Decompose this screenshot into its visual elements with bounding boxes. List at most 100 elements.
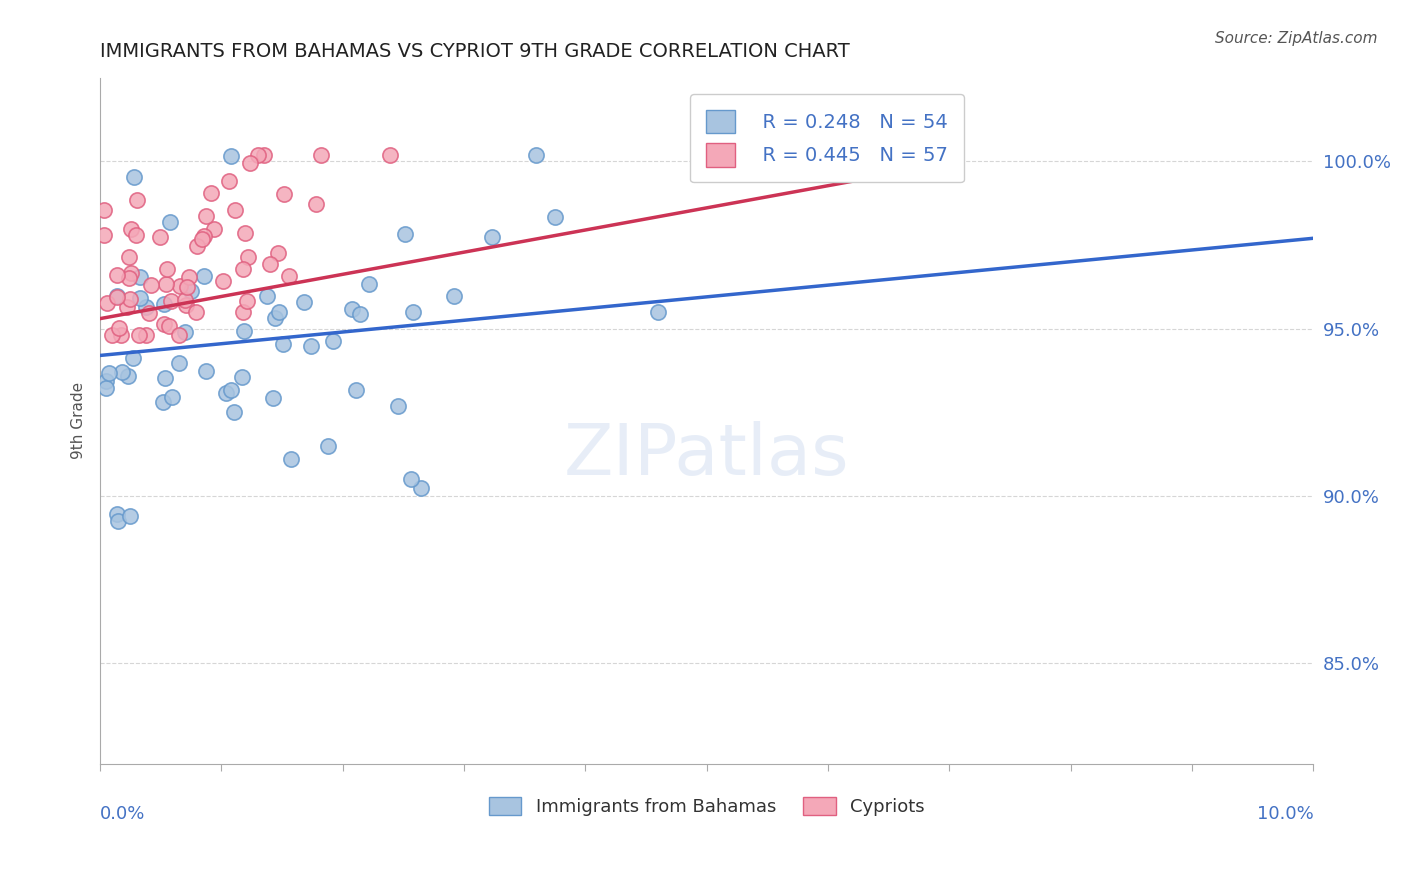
Point [262,392,284,406]
Point [212,275,235,289]
Point [202,222,225,236]
Point [96,381,118,395]
Point [135,301,157,315]
Point [394,227,416,242]
Point [233,226,256,240]
Point [232,305,254,319]
Point [247,147,270,161]
Text: Source: ZipAtlas.com: Source: ZipAtlas.com [1215,31,1378,46]
Point [524,147,547,161]
Point [160,390,183,404]
Point [159,319,181,334]
Point [93,203,115,218]
Point [340,301,363,316]
Point [481,230,503,244]
Legend: Immigrants from Bahamas, Cypriots: Immigrants from Bahamas, Cypriots [481,789,932,823]
Point [238,250,260,264]
Point [129,269,152,284]
Point [269,304,291,318]
Point [264,311,287,326]
Text: 0.0%: 0.0% [100,805,145,823]
Text: IMMIGRANTS FROM BAHAMAS VS CYPRIOT 9TH GRADE CORRELATION CHART: IMMIGRANTS FROM BAHAMAS VS CYPRIOT 9TH G… [100,42,849,61]
Point [105,507,128,521]
Point [101,328,124,343]
Point [118,270,141,285]
Text: 10.0%: 10.0% [1257,805,1313,823]
Point [105,290,128,304]
Point [256,288,278,302]
Point [118,292,141,306]
Point [155,277,177,292]
Point [107,514,129,528]
Point [173,293,195,308]
Point [311,147,333,161]
Point [186,239,208,253]
Point [118,508,141,523]
Point [120,266,142,280]
Point [160,294,183,309]
Point [135,328,157,343]
Point [159,215,181,229]
Point [128,328,150,343]
Point [117,368,139,383]
Point [239,156,262,170]
Point [129,291,152,305]
Point [232,262,254,277]
Point [292,295,315,310]
Point [266,246,288,260]
Point [233,324,256,338]
Point [152,395,174,409]
Point [278,268,301,283]
Point [235,294,257,309]
Point [139,278,162,293]
Point [271,337,294,351]
Point [280,452,302,467]
Point [647,305,669,319]
Point [443,289,465,303]
Point [97,366,120,380]
Point [195,209,218,223]
Point [402,305,425,319]
Point [177,269,200,284]
Point [167,356,190,370]
Point [105,268,128,283]
Point [110,328,132,343]
Point [156,261,179,276]
Point [118,250,141,264]
Point [167,328,190,343]
Point [149,230,172,244]
Point [380,147,402,161]
Point [218,174,240,188]
Point [180,284,202,298]
Point [387,400,409,414]
Point [191,232,214,246]
Y-axis label: 9th Grade: 9th Grade [72,382,86,459]
Point [174,298,197,312]
Point [125,228,148,243]
Point [122,169,145,184]
Point [111,365,134,379]
Point [115,300,138,314]
Point [305,197,328,211]
Point [349,307,371,321]
Point [219,149,242,163]
Point [344,383,367,397]
Point [138,306,160,320]
Point [219,383,242,397]
Point [108,321,131,335]
Point [224,202,246,217]
Point [96,296,118,310]
Point [544,211,567,225]
Point [299,339,322,353]
Point [122,351,145,366]
Point [231,369,253,384]
Point [193,269,215,284]
Point [259,257,281,271]
Point [176,280,198,294]
Point [357,277,380,292]
Point [215,386,238,401]
Point [127,194,149,208]
Point [224,405,246,419]
Point [93,228,115,243]
Point [401,472,423,486]
